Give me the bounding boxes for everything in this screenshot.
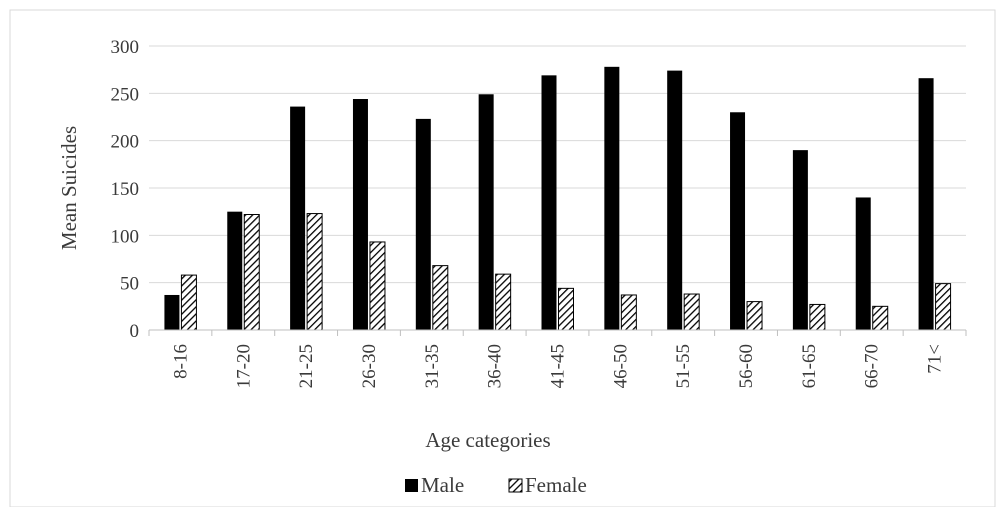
- x-tick-label: 36-40: [485, 344, 506, 388]
- bar-male: [227, 211, 243, 330]
- bar-female: [180, 274, 197, 331]
- y-tick-label: 100: [111, 226, 140, 247]
- y-tick-label: 300: [111, 37, 140, 58]
- x-tick-label: 51-55: [673, 344, 694, 388]
- y-tick-label: 150: [111, 179, 140, 200]
- bar-male: [855, 197, 871, 330]
- x-tick-label: 26-30: [359, 344, 380, 388]
- bar-male: [415, 118, 431, 330]
- bar-female: [558, 287, 574, 331]
- legend-label-female: Female: [525, 473, 587, 497]
- x-axis-title: Age categories: [425, 428, 550, 452]
- x-tick-label: 71<: [925, 344, 946, 374]
- bar-male: [918, 78, 934, 330]
- bar-female: [620, 294, 637, 331]
- bar-female: [746, 301, 763, 331]
- bar-male: [730, 112, 746, 331]
- x-tick-label: 41-45: [548, 344, 569, 388]
- bar-female: [872, 305, 889, 331]
- bar-male: [478, 94, 494, 330]
- bar-male: [604, 66, 620, 331]
- bar-male: [164, 294, 180, 330]
- x-tick-label: 8-16: [170, 344, 191, 379]
- bar-male: [290, 106, 306, 330]
- bar-female: [809, 303, 826, 331]
- bar-male: [541, 75, 557, 330]
- gridlines: [149, 45, 966, 331]
- y-tick-label: 0: [130, 321, 140, 342]
- y-axis-title: Mean Suicides: [57, 126, 81, 250]
- bar-male: [352, 99, 368, 330]
- bar-female: [432, 265, 449, 331]
- chart-border: [9, 9, 996, 507]
- x-tick-label: 21-25: [296, 344, 317, 388]
- y-tick-labels: 0 50 100 150 200 250 300: [111, 37, 140, 342]
- legend-swatch-male: [405, 479, 418, 492]
- bar-male: [792, 150, 808, 330]
- x-tick-label: 31-35: [422, 344, 443, 388]
- x-tick-label: 61-65: [799, 344, 820, 388]
- bar-female: [306, 213, 323, 331]
- x-tick-label: 66-70: [862, 344, 883, 388]
- x-tick-label: 17-20: [233, 344, 254, 388]
- bar-female: [495, 273, 512, 331]
- legend-label-male: Male: [421, 473, 464, 497]
- axes: [148, 329, 967, 336]
- bar-female: [243, 214, 260, 331]
- x-tick-label: 56-60: [736, 344, 757, 388]
- x-tick-labels: 8-16 17-20 21-25 26-30 31-35 36-40 41-45 46-50 5…: [170, 344, 945, 388]
- bar-female: [935, 283, 952, 331]
- legend-swatch-female: [508, 478, 523, 493]
- legend: Male Female: [405, 473, 587, 497]
- y-tick-label: 50: [120, 274, 139, 295]
- bar-female: [683, 293, 700, 331]
- bar-female: [369, 241, 386, 331]
- x-tick-label: 46-50: [610, 344, 631, 388]
- y-tick-label: 200: [111, 132, 140, 153]
- y-tick-label: 250: [111, 84, 140, 105]
- bar-male: [667, 70, 683, 330]
- bars: [164, 66, 952, 331]
